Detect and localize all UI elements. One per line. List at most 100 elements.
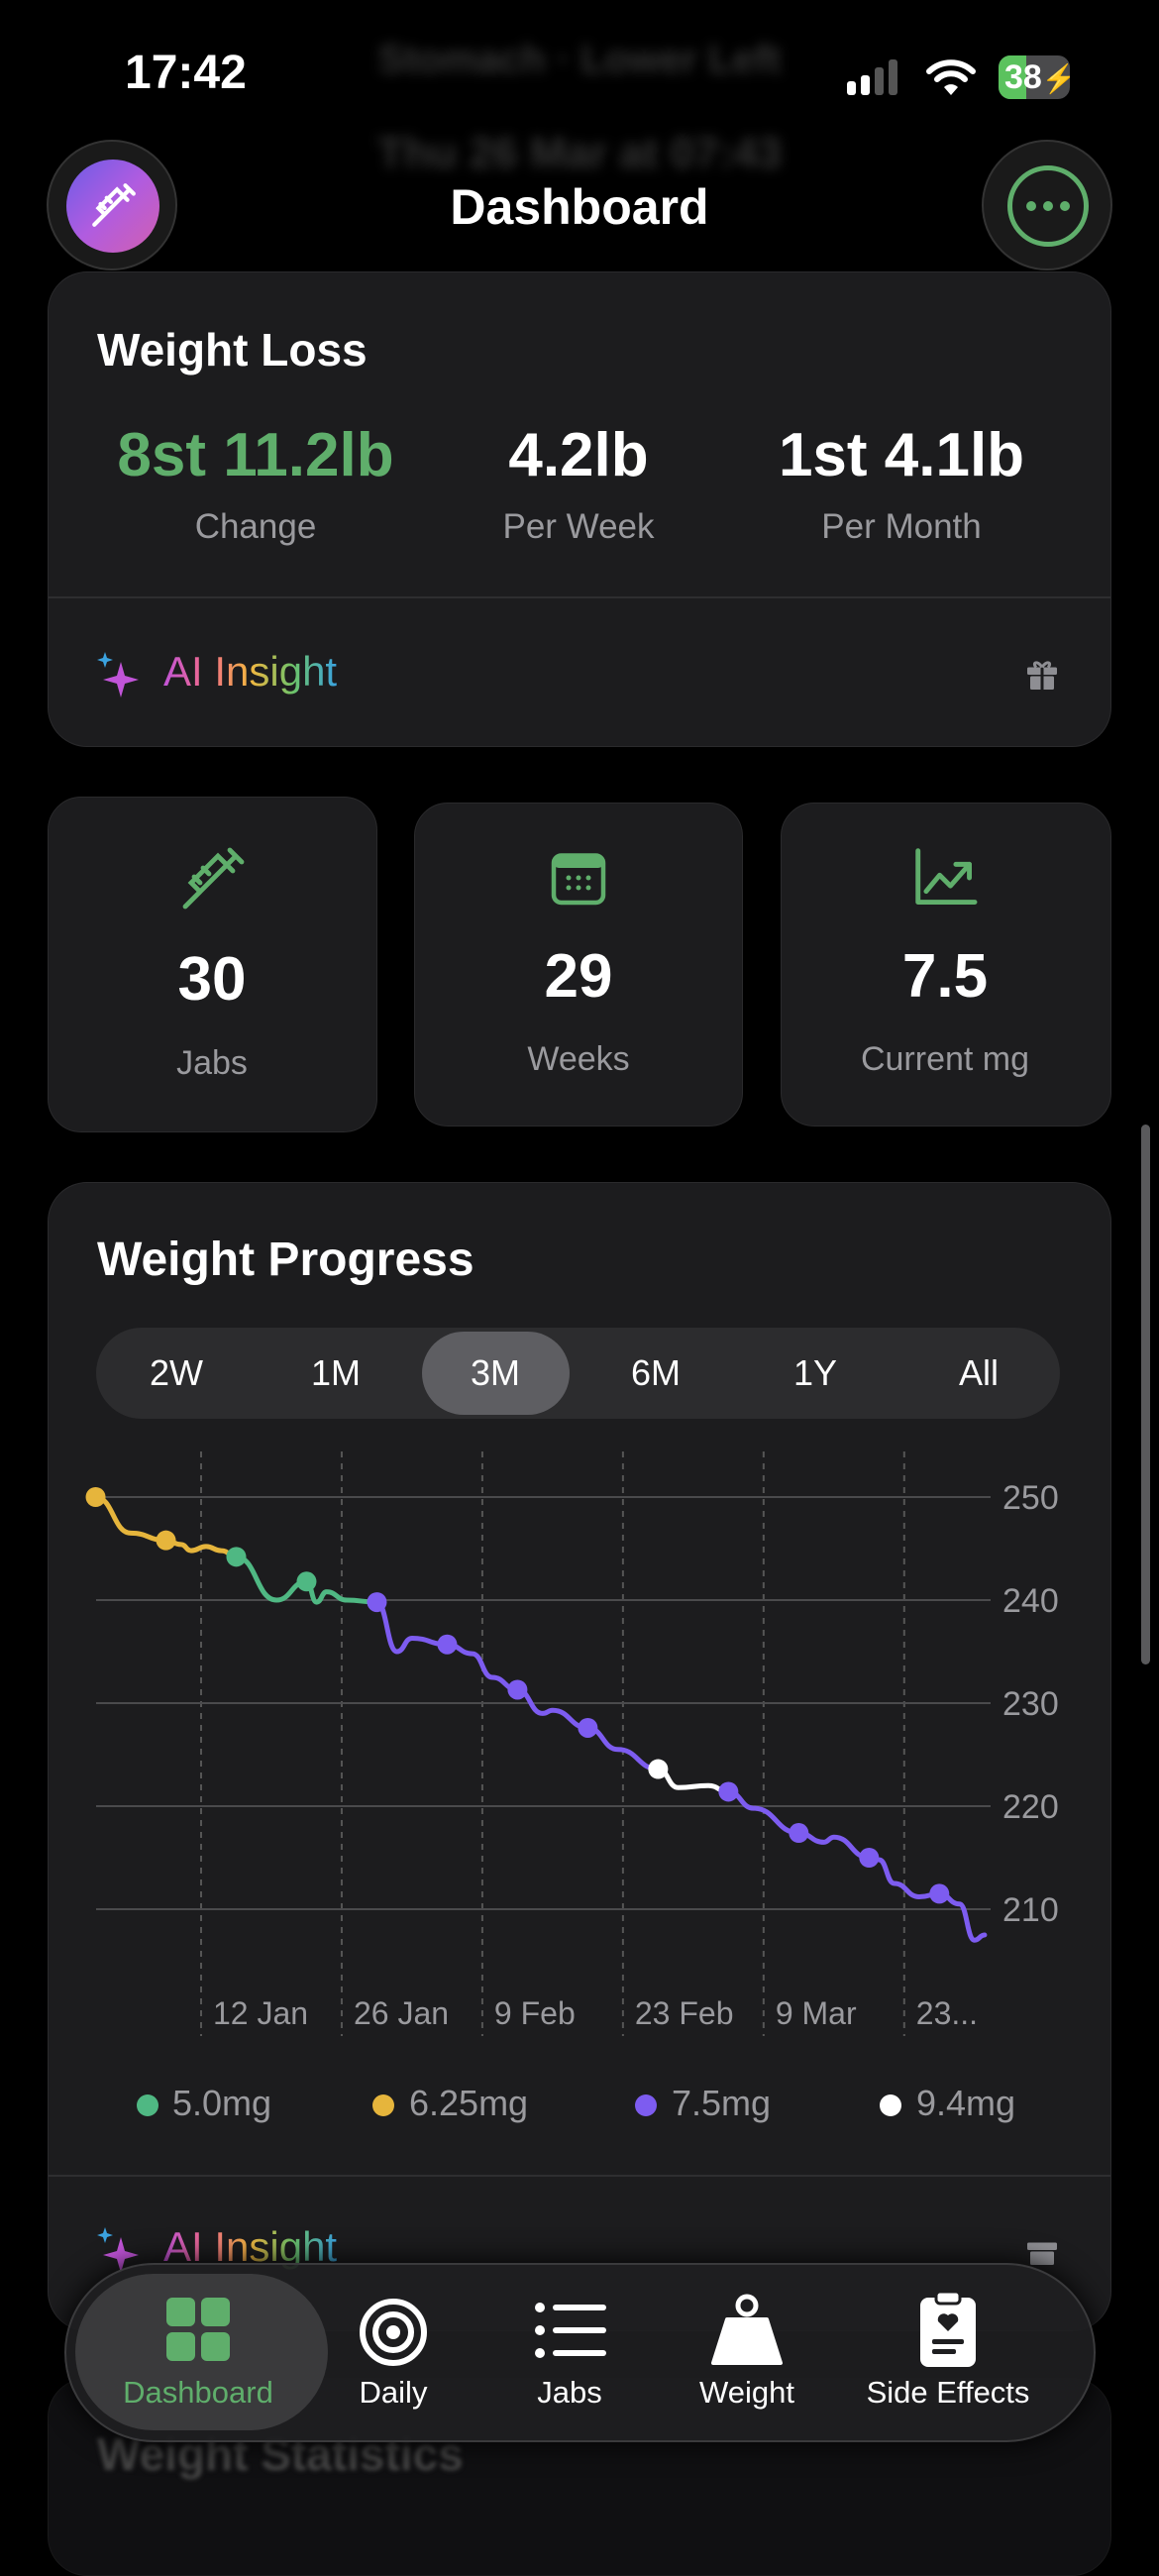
per-week-value: 4.2lb [508, 421, 649, 489]
background-site-text: Stomach · Lower Left [377, 38, 782, 81]
scale-weight-icon [711, 2292, 783, 2370]
current-dose-label: Current mg [860, 1040, 1030, 1078]
tab-weight[interactable]: Weight [668, 2274, 826, 2430]
ai-insight-label: AI Insight [163, 2223, 338, 2270]
grid-icon [166, 2298, 230, 2366]
tab-jabs[interactable]: Jabs [490, 2274, 649, 2430]
chart-legend: 5.0mg 6.25mg 7.5mg 9.4mg [137, 2081, 1078, 2130]
weight-loss-card [48, 271, 1111, 747]
tab-daily[interactable]: Daily [314, 2274, 473, 2430]
per-month-label: Per Month [821, 507, 982, 546]
legend-dot-5mg [137, 2094, 158, 2116]
weight-line-segment [725, 1788, 988, 1943]
weeks-value: 29 [544, 942, 613, 1011]
data-point [648, 1759, 669, 1779]
weight-progress-title: Weight Progress [97, 1234, 474, 1286]
x-tick-label: 26 Jan [354, 1995, 449, 2031]
ellipsis-icon [1007, 165, 1089, 247]
legend-label-7-5mg: 7.5mg [672, 2083, 772, 2123]
data-point [367, 1592, 387, 1613]
chart-up-icon [912, 848, 978, 912]
divider [49, 596, 1110, 598]
y-tick-label: 250 [1002, 1479, 1059, 1517]
change-label: Change [194, 507, 317, 546]
status-time: 17:42 [125, 47, 247, 99]
data-point [156, 1530, 176, 1551]
more-options-button[interactable] [982, 140, 1112, 270]
tab-label: Weight [699, 2375, 794, 2410]
weight-line-segment [655, 1767, 731, 1794]
gift-icon[interactable] [1024, 2231, 1060, 2274]
tab-label: Side Effects [866, 2375, 1030, 2410]
battery-level: 38⚡ [1004, 58, 1070, 96]
legend-label-5mg: 5.0mg [172, 2083, 272, 2123]
scrollbar[interactable] [1141, 1125, 1150, 1664]
current-dose-tile[interactable] [781, 803, 1111, 1127]
tab-dashboard[interactable]: Dashboard [79, 2274, 317, 2430]
ai-insight-label: AI Insight [163, 648, 338, 695]
data-point [789, 1823, 809, 1844]
data-point [507, 1679, 528, 1700]
legend-dot-7-5mg [635, 2094, 657, 2116]
gift-icon[interactable] [1024, 656, 1060, 698]
calendar-icon [548, 848, 609, 912]
sparkles-icon [95, 650, 143, 706]
tab-label: Jabs [537, 2375, 602, 2410]
data-point [296, 1571, 317, 1592]
data-point [85, 1487, 106, 1507]
weight-loss-title: Weight Loss [97, 324, 368, 376]
range-2w[interactable]: 2W [150, 1352, 203, 1393]
selected-range-indicator [422, 1332, 570, 1415]
jabs-tile[interactable] [48, 797, 377, 1132]
x-tick-label: 9 Mar [776, 1995, 857, 2031]
data-point [929, 1883, 950, 1904]
legend-label-9-4mg: 9.4mg [916, 2083, 1016, 2123]
jabs-value: 30 [177, 945, 247, 1014]
range-6m[interactable]: 6M [630, 1352, 682, 1393]
weight-chart: 12 Jan 26 Jan 9 Feb 23 Feb 9 Mar 23... 250 240 2… [85, 1451, 1059, 2036]
log-jab-button[interactable] [47, 140, 177, 270]
range-segmented-control: 2W 1M 3M 6M 1Y All [96, 1328, 1060, 1419]
data-point [437, 1634, 458, 1655]
weight-line-segment [93, 1494, 239, 1559]
change-value: 8st 11.2lb [117, 421, 394, 489]
cellular-signal-icon [847, 57, 906, 97]
syringe-icon [176, 844, 248, 920]
range-3m[interactable]: 3M [470, 1352, 521, 1393]
y-tick-label: 210 [1002, 1891, 1059, 1929]
x-tick-label: 23 Feb [635, 1995, 734, 2031]
legend-dot-9-4mg [880, 2094, 901, 2116]
weight-line-segment [233, 1554, 379, 1605]
list-icon [535, 2302, 606, 2364]
tab-side-effects[interactable]: Side Effects [829, 2274, 1067, 2430]
background-date-text: Thu 26 Mar at 07:43 [376, 129, 783, 177]
ai-insight-row[interactable]: AI Insight [95, 646, 1086, 705]
tab-label: Dashboard [123, 2375, 273, 2410]
divider [49, 2175, 1110, 2177]
y-tick-label: 220 [1002, 1788, 1059, 1826]
clipboard-heart-icon [918, 2290, 978, 2374]
legend-label-6-25mg: 6.25mg [409, 2083, 529, 2123]
current-dose-value: 7.5 [901, 942, 989, 1011]
x-tick-label: 12 Jan [213, 1995, 308, 2031]
sparkles-icon [95, 2225, 143, 2282]
range-1m[interactable]: 1M [310, 1352, 362, 1393]
data-point [578, 1717, 598, 1738]
data-point [859, 1848, 880, 1868]
range-all[interactable]: All [958, 1352, 1000, 1393]
ai-insight-row-2[interactable]: AI Insight [95, 2221, 1086, 2281]
x-tick-label: 23... [916, 1995, 978, 2031]
data-point [226, 1547, 247, 1567]
y-tick-label: 240 [1002, 1582, 1059, 1620]
y-tick-label: 230 [1002, 1685, 1059, 1723]
jabs-label: Jabs [176, 1044, 248, 1082]
legend-dot-6-25mg [372, 2094, 394, 2116]
data-point [718, 1781, 739, 1802]
page-title: Dashboard [450, 179, 709, 235]
wifi-icon [926, 57, 976, 102]
tab-label: Daily [359, 2375, 428, 2410]
syringe-icon [66, 160, 159, 253]
range-1y[interactable]: 1Y [792, 1352, 838, 1393]
target-icon [359, 2298, 428, 2372]
weeks-label: Weeks [527, 1040, 630, 1078]
